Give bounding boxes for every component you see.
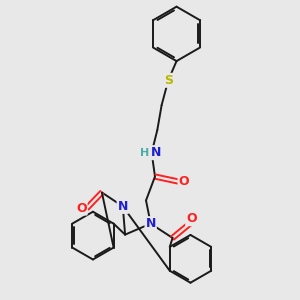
Text: N: N xyxy=(146,217,156,230)
Text: N: N xyxy=(151,146,161,159)
Text: N: N xyxy=(118,200,128,213)
Text: O: O xyxy=(178,175,189,188)
Text: O: O xyxy=(76,202,87,214)
Text: S: S xyxy=(164,74,173,87)
Text: O: O xyxy=(186,212,197,225)
Text: H: H xyxy=(140,148,149,158)
